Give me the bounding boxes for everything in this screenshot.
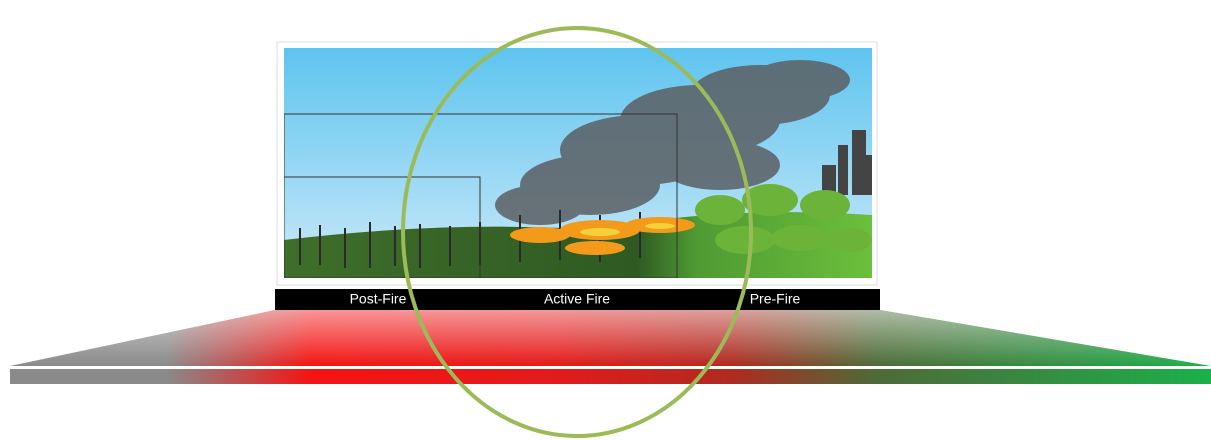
stage-label: Active Fire <box>544 291 610 307</box>
stage-label: Pre-Fire <box>750 291 801 307</box>
highlight-ellipse <box>401 26 753 438</box>
wedge-shade <box>10 310 1211 366</box>
stage-label: Post-Fire <box>350 291 407 307</box>
intensity-strip <box>10 369 1211 384</box>
label-bar <box>275 289 880 310</box>
scene <box>284 48 872 278</box>
